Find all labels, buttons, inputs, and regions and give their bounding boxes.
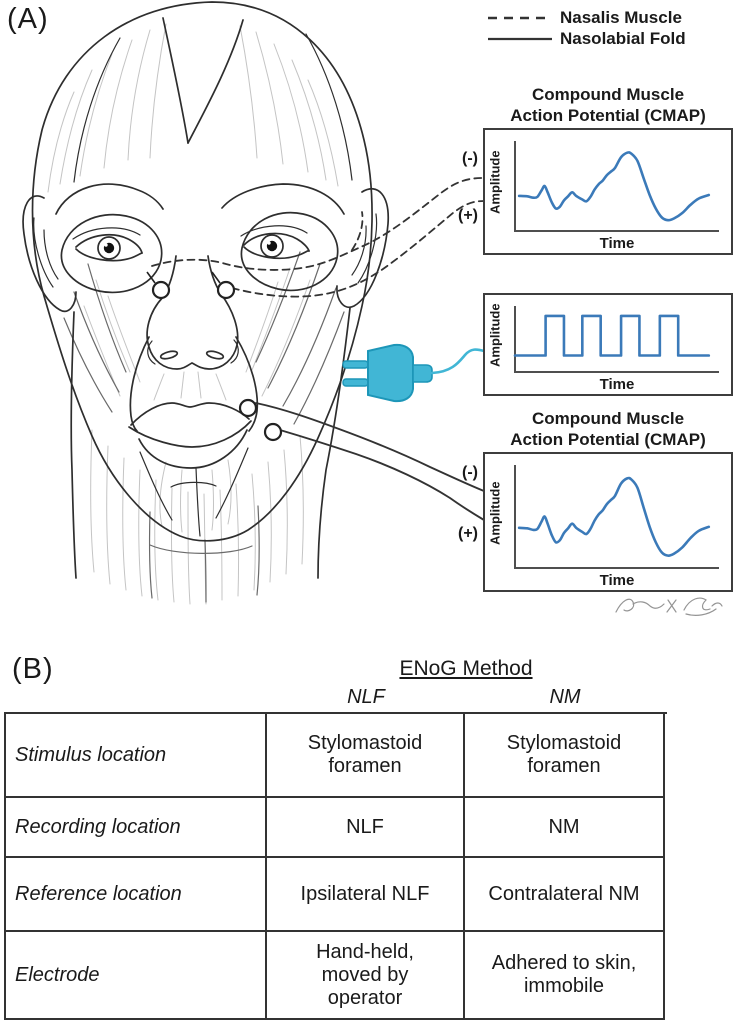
artist-signature	[615, 597, 723, 616]
stimulus-ylabel: Amplitude	[487, 303, 503, 368]
face-outlines	[22, 1, 390, 579]
right-brow	[221, 183, 345, 215]
enog-method-table: Stimulus location Stylomastoid foramen S…	[4, 712, 667, 1020]
neck-left	[70, 311, 77, 579]
cmap-bottom-waveform	[514, 465, 719, 569]
nasalis-lead-wires	[151, 177, 485, 298]
cell-stimulus-nlf: Stylomastoid foramen	[267, 714, 465, 798]
electrodes	[146, 271, 283, 442]
electrode-nasalis-left	[151, 280, 171, 300]
face-illustration	[22, 1, 723, 616]
cmap-bottom-negative-label: (-)	[462, 464, 478, 481]
legend-label-nasalis: Nasalis Muscle	[560, 7, 682, 27]
column-header-nlf: NLF	[347, 686, 385, 708]
stimulator-cable	[430, 348, 486, 375]
solid-line-sample	[488, 37, 552, 40]
cell-electrode-nlf: Hand-held, moved by operator	[267, 932, 465, 1020]
muscle-legend: Nasalis Muscle Nasolabial Fold	[488, 7, 686, 49]
cmap-bottom-title: Compound Muscle Action Potential (CMAP)	[510, 409, 706, 449]
cmap-top-negative-label: (-)	[462, 150, 478, 167]
muscle-fiber-texture	[47, 23, 339, 605]
electrode-nasolabial-lower	[263, 422, 283, 442]
stimulus-plot: Amplitude Time	[483, 293, 733, 396]
cmap-top-ylabel: Amplitude	[487, 150, 503, 215]
right-ear	[336, 187, 390, 308]
stimulator-plug	[342, 343, 486, 403]
cmap-bottom-xlabel: Time	[599, 572, 635, 589]
electrode-nasolabial-upper	[238, 398, 258, 418]
nose	[146, 255, 239, 370]
left-orbicularis	[60, 213, 163, 294]
cmap-bottom-positive-label: (+)	[458, 525, 478, 542]
cmap-top-title: Compound Muscle Action Potential (CMAP)	[510, 85, 706, 125]
row-header-recording-location: Recording location	[6, 798, 267, 858]
cell-recording-nlf: NLF	[267, 798, 465, 858]
cell-recording-nm: NM	[465, 798, 665, 858]
left-ear	[22, 195, 77, 313]
table-title: ENoG Method	[399, 657, 533, 680]
head-outline	[31, 1, 373, 542]
column-header-nm: NM	[549, 686, 581, 708]
panel-a-label: (A)	[7, 3, 49, 35]
legend-item-nasalis: Nasalis Muscle	[488, 7, 686, 28]
neck-right	[317, 307, 351, 579]
left-nasolabial-fold	[129, 336, 150, 432]
right-eye	[240, 225, 310, 260]
muscle-lines	[63, 251, 345, 603]
cmap-top-positive-label: (+)	[458, 207, 478, 224]
row-header-stimulus-location: Stimulus location	[6, 714, 267, 798]
legend-label-nasolabial: Nasolabial Fold	[560, 28, 686, 48]
row-header-electrode: Electrode	[6, 932, 267, 1020]
electrode-nasalis-right	[216, 280, 236, 300]
dashed-line-sample	[488, 16, 552, 19]
cmap-top-xlabel: Time	[599, 235, 635, 252]
mouth	[128, 402, 252, 469]
legend-item-nasolabial: Nasolabial Fold	[488, 28, 686, 49]
row-header-reference-location: Reference location	[6, 858, 267, 932]
left-eye	[72, 227, 143, 262]
stimulus-waveform	[513, 306, 719, 373]
stimulus-xlabel: Time	[599, 376, 635, 393]
cmap-plot-bottom: Amplitude Time	[483, 452, 733, 592]
cell-stimulus-nm: Stylomastoid foramen	[465, 714, 665, 798]
panel-b-label: (B)	[12, 653, 54, 685]
cell-reference-nm: Contralateral NM	[465, 858, 665, 932]
cmap-plot-top: Amplitude Time	[483, 128, 733, 255]
left-brow	[55, 183, 164, 215]
nasolabial-lead-wires	[255, 402, 485, 521]
right-orbicularis	[240, 211, 339, 292]
cell-electrode-nm: Adhered to skin, immobile	[465, 932, 665, 1020]
cmap-top-waveform	[514, 141, 719, 232]
right-nasolabial-fold	[235, 336, 259, 432]
cmap-bottom-ylabel: Amplitude	[487, 481, 503, 545]
cell-reference-nlf: Ipsilateral NLF	[267, 858, 465, 932]
